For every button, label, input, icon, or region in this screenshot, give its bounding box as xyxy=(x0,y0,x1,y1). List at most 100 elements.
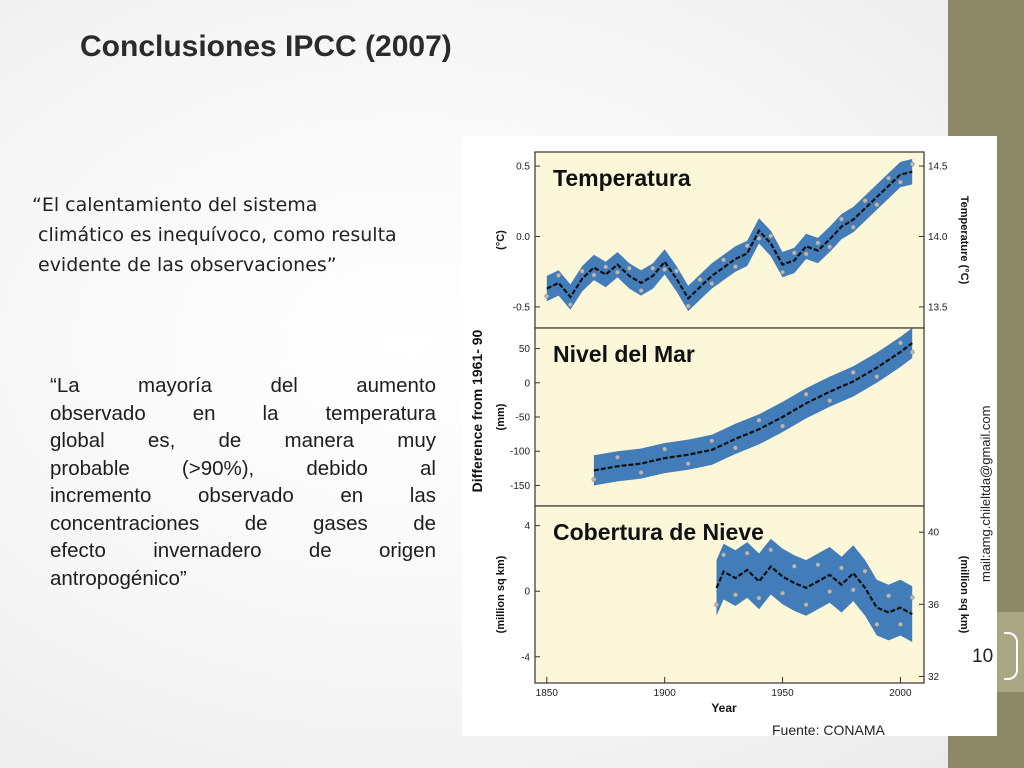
data-point xyxy=(909,595,915,600)
data-point xyxy=(685,303,691,309)
data-point xyxy=(674,268,679,274)
panel-unit-label: (°C) xyxy=(495,230,507,250)
data-point xyxy=(626,265,632,271)
y-tick-label: -50 xyxy=(516,413,531,424)
data-point xyxy=(768,233,774,239)
uncertainty-band xyxy=(593,328,913,486)
quote1-line3: evidente de las observaciones” xyxy=(38,254,337,276)
right-tick-label: 36 xyxy=(928,600,940,611)
data-point xyxy=(803,391,809,397)
data-point xyxy=(850,369,856,375)
data-point xyxy=(721,257,727,263)
data-point xyxy=(780,590,785,596)
x-tick-label: 2000 xyxy=(889,688,912,699)
data-point xyxy=(803,602,809,608)
right-axis-label: (million sq km) xyxy=(958,556,970,634)
data-point xyxy=(744,243,750,249)
right-tick-label: 13.5 xyxy=(928,302,948,313)
quote2-line: antropogénico” xyxy=(50,566,187,590)
source-note: Fuente: CONAMA xyxy=(772,722,885,738)
right-tick-label: 32 xyxy=(928,672,940,683)
data-point xyxy=(886,593,892,599)
data-point xyxy=(650,265,656,271)
data-point xyxy=(827,589,833,594)
data-point xyxy=(709,438,715,444)
y-tick-label: -4 xyxy=(521,652,530,663)
data-point xyxy=(615,454,620,460)
y-tick-label: 4 xyxy=(524,521,530,532)
quote2-line: concentraciones de gases de xyxy=(50,511,436,535)
data-point xyxy=(662,446,668,452)
y-tick-label: 0 xyxy=(524,587,530,598)
uncertainty-band xyxy=(716,538,913,642)
y-tick-label: 0.0 xyxy=(516,232,530,243)
data-point xyxy=(638,470,644,475)
email-link[interactable]: mail:amg.chileltda@gmail.com xyxy=(978,405,993,582)
right-axis-label: Temperature (°C) xyxy=(958,196,970,285)
data-point xyxy=(874,374,880,380)
y-tick-label: -0.5 xyxy=(513,302,531,313)
panel-title: Temperatura xyxy=(553,165,691,191)
x-tick-label: 1900 xyxy=(654,688,677,699)
quote2-line: observado en la temperatura xyxy=(50,401,436,425)
data-point xyxy=(579,268,585,274)
data-point xyxy=(815,240,821,246)
data-point xyxy=(898,621,903,627)
data-point xyxy=(591,272,597,278)
data-point xyxy=(839,565,844,571)
data-point xyxy=(898,179,903,185)
data-point xyxy=(815,562,821,568)
quote-inequivocal: “El calentamiento del sistema climático … xyxy=(32,190,442,280)
series-line xyxy=(593,342,913,472)
right-tick-label: 40 xyxy=(928,528,940,539)
data-point xyxy=(827,244,833,250)
data-point xyxy=(886,175,892,181)
data-point xyxy=(874,202,880,208)
panel-background xyxy=(535,152,924,328)
x-axis-label: Year xyxy=(711,701,737,715)
data-point xyxy=(850,224,856,230)
uncertainty-band xyxy=(546,159,913,312)
data-point xyxy=(638,288,644,293)
y-tick-label: 50 xyxy=(519,344,531,355)
data-point xyxy=(791,563,797,569)
quote2-line: global es, de manera muy xyxy=(50,429,436,452)
chart-panel: Temperatura 0.5 0.0 -0.5 (°C) 14.5 14.0 13.5 Tem… xyxy=(462,136,997,736)
panel-frame xyxy=(534,505,925,684)
data-point xyxy=(615,269,620,275)
quote2-line: incremento observado en las xyxy=(50,484,436,507)
y-tick-label: 0.5 xyxy=(516,162,530,173)
data-point xyxy=(768,547,774,553)
slide-number: 10 xyxy=(972,646,994,667)
data-point xyxy=(544,293,550,299)
data-point xyxy=(827,398,833,404)
series-line xyxy=(546,170,913,301)
data-point xyxy=(721,552,727,558)
data-point xyxy=(874,621,880,627)
data-point xyxy=(744,550,750,556)
right-tick-label: 14.0 xyxy=(928,232,948,243)
x-tick-label: 1850 xyxy=(536,688,559,699)
data-point xyxy=(685,461,691,467)
data-point xyxy=(697,277,703,282)
quote2-line: efecto invernadero de origen xyxy=(50,539,436,562)
data-point xyxy=(732,592,738,598)
data-point xyxy=(756,417,762,423)
data-point xyxy=(780,269,785,275)
panel-unit-label: (mm) xyxy=(495,403,507,430)
data-point xyxy=(780,423,785,429)
data-point xyxy=(756,236,762,241)
data-point xyxy=(709,281,715,286)
data-point xyxy=(803,251,809,257)
data-point xyxy=(756,595,762,601)
data-point xyxy=(556,272,561,278)
data-point xyxy=(862,198,868,204)
panel-title: Cobertura de Nieve xyxy=(553,519,764,545)
data-point xyxy=(862,568,868,574)
data-point xyxy=(839,216,844,222)
data-point xyxy=(714,602,719,608)
data-point xyxy=(591,477,597,482)
right-tick-label: 14.5 xyxy=(928,162,948,173)
bracket-decoration xyxy=(1004,632,1018,680)
slide-title: Conclusiones IPCC (2007) xyxy=(80,30,452,63)
